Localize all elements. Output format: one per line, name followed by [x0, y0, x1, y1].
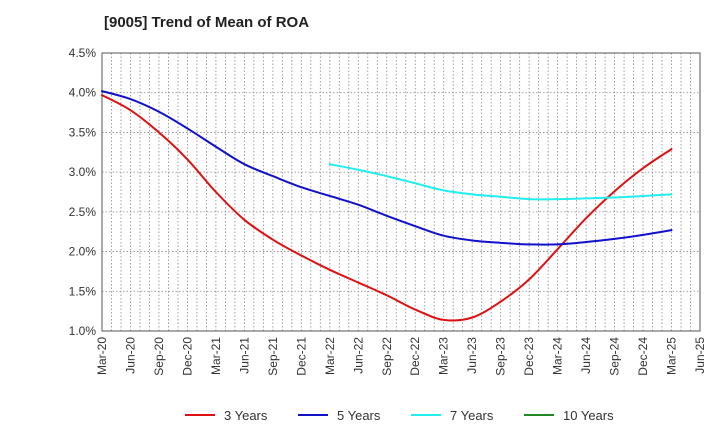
x-tick-label: Mar-20 — [95, 337, 109, 375]
y-axis: 1.0% 1.5% 2.0% 2.5% 3.0% 3.5% 4.0% 4.5% — [69, 46, 97, 338]
y-tick-label: 1.0% — [69, 324, 97, 338]
legend-label-10-years: 10 Years — [563, 408, 614, 423]
legend-label-3-years: 3 Years — [224, 408, 268, 423]
series-layer — [101, 90, 673, 322]
grid-layer — [102, 53, 700, 331]
x-tick-label: Dec-23 — [522, 337, 536, 376]
x-tick-label: Mar-22 — [323, 337, 337, 375]
plot-area-border — [101, 52, 701, 332]
x-tick-label: Sep-21 — [266, 337, 280, 376]
y-tick-label: 2.5% — [69, 205, 97, 219]
legend-label-5-years: 5 Years — [337, 408, 381, 423]
x-tick-label: Mar-24 — [551, 337, 565, 375]
x-tick-label: Mar-25 — [665, 337, 679, 375]
series-line-5-years — [101, 90, 673, 246]
y-tick-label: 4.5% — [69, 46, 97, 60]
x-tick-label: Dec-20 — [180, 337, 194, 376]
x-tick-label: Jun-23 — [465, 337, 479, 374]
x-tick-label: Dec-24 — [636, 337, 650, 376]
x-axis: Mar-20 Jun-20 Sep-20 Dec-20 Mar-21 Jun-21 Sep-… — [95, 337, 707, 376]
x-tick-label: Jun-20 — [123, 337, 137, 374]
y-tick-label: 4.0% — [69, 86, 97, 100]
x-tick-label: Sep-22 — [380, 337, 394, 376]
series-line-3-years — [101, 94, 673, 322]
x-tick-label: Sep-20 — [152, 337, 166, 376]
x-tick-label: Jun-22 — [351, 337, 365, 374]
y-tick-label: 1.5% — [69, 284, 97, 298]
chart-title: [9005] Trend of Mean of ROA — [104, 14, 310, 31]
x-tick-label: Jun-21 — [237, 337, 251, 374]
x-tick-label: Sep-23 — [494, 337, 508, 376]
x-tick-label: Dec-21 — [294, 337, 308, 376]
y-tick-label: 3.5% — [69, 125, 97, 139]
plot-area-background — [102, 53, 700, 331]
y-tick-label: 2.0% — [69, 245, 97, 259]
x-tick-label: Dec-22 — [408, 337, 422, 376]
x-tick-label: Mar-23 — [437, 337, 451, 375]
x-tick-label: Jun-25 — [693, 337, 707, 374]
legend: 3 Years 5 Years 7 Years 10 Years — [185, 408, 614, 423]
x-tick-label: Mar-21 — [209, 337, 223, 375]
x-tick-label: Jun-24 — [579, 337, 593, 374]
y-tick-label: 3.0% — [69, 165, 97, 179]
legend-label-7-years: 7 Years — [450, 408, 494, 423]
series-line-7-years — [328, 163, 673, 201]
x-tick-label: Sep-24 — [608, 337, 622, 376]
